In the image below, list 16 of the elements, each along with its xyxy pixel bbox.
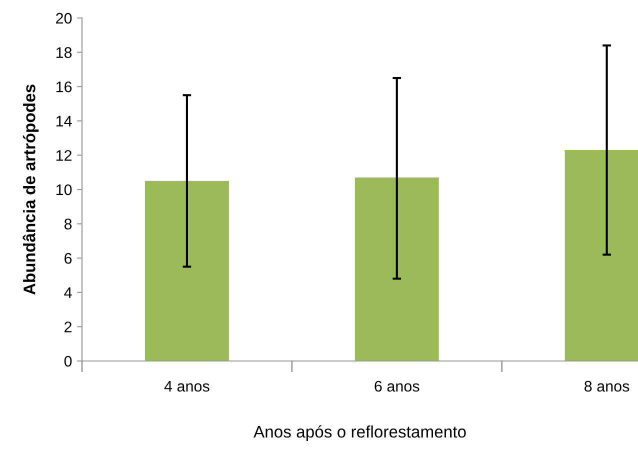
x-axis-title: Anos após o reflorestamento — [254, 425, 466, 441]
y-tick-label: 0 — [64, 356, 72, 367]
y-axis-title: Abundância de artrópodes — [22, 84, 39, 295]
y-tick-label: 18 — [56, 47, 72, 58]
y-tick-label: 10 — [56, 184, 72, 196]
y-tick-label: 2 — [64, 322, 72, 332]
x-tick-label: 4 anos — [164, 381, 210, 392]
y-tick-label: 14 — [56, 116, 72, 126]
x-tick-label: 8 anos — [584, 380, 630, 392]
y-tick-label: 20 — [56, 12, 72, 24]
x-tick-label: 6 anos — [374, 380, 420, 392]
y-tick-label: 8 — [64, 218, 72, 230]
y-tick-label: 6 — [64, 252, 72, 264]
y-tick-label: 12 — [56, 150, 72, 161]
y-tick-label: 4 — [64, 287, 72, 298]
y-tick-label: 16 — [56, 81, 72, 92]
